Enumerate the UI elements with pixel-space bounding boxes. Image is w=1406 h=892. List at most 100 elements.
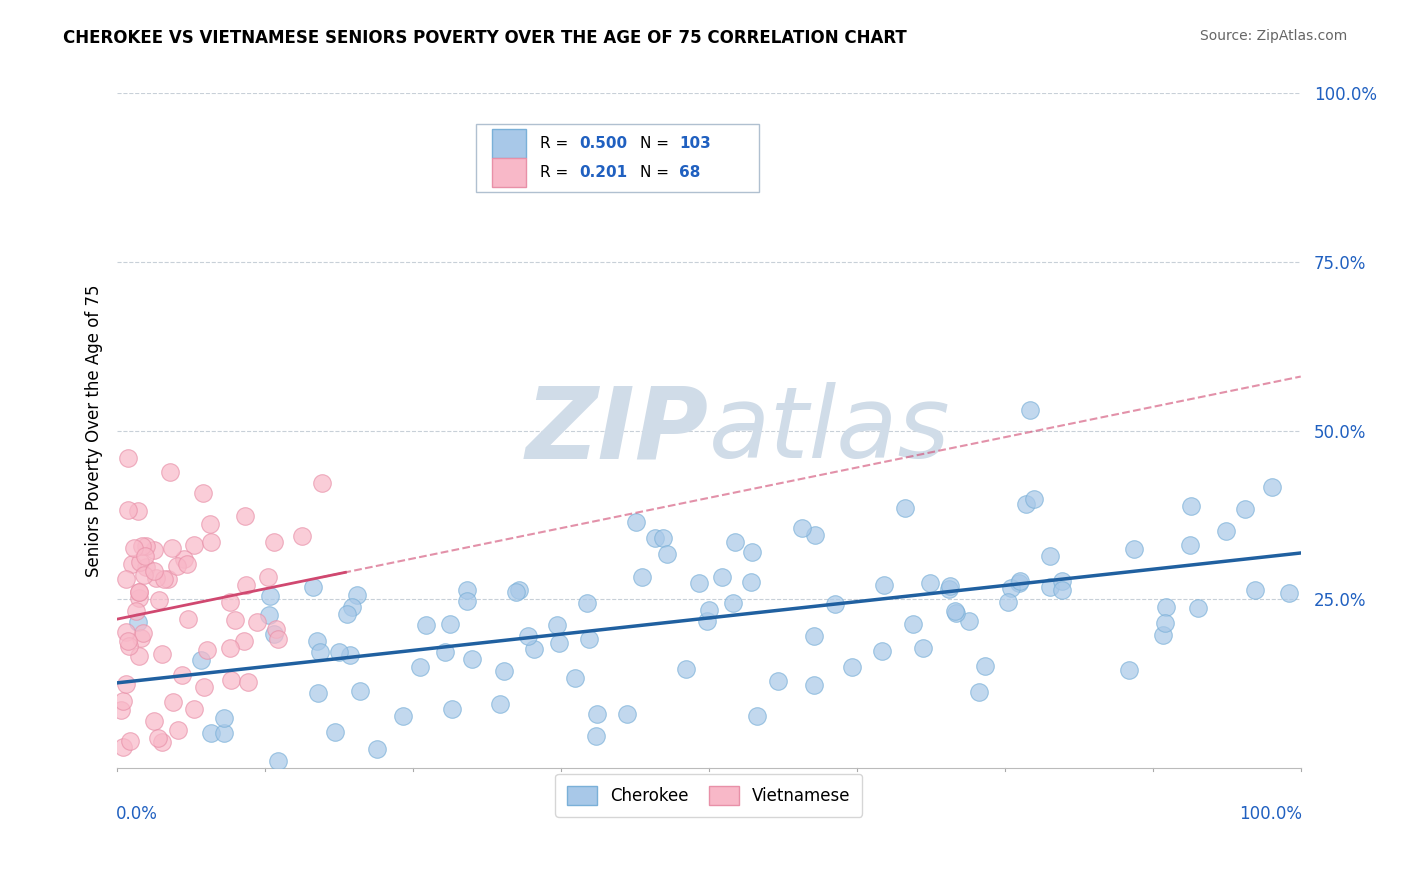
Point	[328, 645, 350, 659]
Point	[193, 680, 215, 694]
Point	[346, 588, 368, 602]
Point	[128, 556, 150, 570]
Point	[131, 539, 153, 553]
Point	[870, 644, 893, 658]
Point	[148, 593, 170, 607]
Point	[224, 613, 246, 627]
Text: N =: N =	[640, 136, 675, 151]
Point	[1050, 574, 1073, 588]
Text: R =: R =	[540, 165, 572, 180]
Point	[1278, 586, 1301, 600]
Point	[132, 568, 155, 582]
Point	[841, 660, 863, 674]
Point	[696, 614, 718, 628]
Legend: Cherokee, Vietnamese: Cherokee, Vietnamese	[555, 774, 862, 817]
Point	[724, 535, 747, 549]
Point	[1008, 574, 1031, 588]
Point	[494, 665, 516, 679]
Point	[134, 549, 156, 563]
Point	[307, 686, 329, 700]
Point	[121, 558, 143, 572]
Point	[212, 726, 235, 740]
Point	[221, 673, 243, 687]
Point	[264, 622, 287, 636]
Point	[115, 572, 138, 586]
Point	[311, 476, 333, 491]
Point	[127, 615, 149, 629]
Text: atlas: atlas	[709, 382, 950, 479]
Point	[1152, 627, 1174, 641]
Point	[894, 501, 917, 516]
Point	[873, 577, 896, 591]
Point	[117, 450, 139, 465]
Point	[132, 626, 155, 640]
Point	[766, 673, 789, 688]
Y-axis label: Seniors Poverty Over the Age of 75: Seniors Poverty Over the Age of 75	[86, 285, 103, 577]
Point	[957, 614, 980, 628]
Point	[127, 504, 149, 518]
Point	[235, 578, 257, 592]
Point	[118, 639, 141, 653]
Point	[198, 516, 221, 531]
Point	[195, 643, 218, 657]
Point	[162, 541, 184, 556]
Point	[1187, 601, 1209, 615]
Point	[585, 706, 607, 721]
Point	[1039, 580, 1062, 594]
Point	[191, 485, 214, 500]
Point	[1156, 599, 1178, 614]
Point	[325, 724, 347, 739]
Point	[115, 677, 138, 691]
Point	[688, 576, 710, 591]
Point	[1234, 501, 1257, 516]
Point	[918, 576, 941, 591]
Point	[166, 559, 188, 574]
Point	[145, 571, 167, 585]
Point	[233, 509, 256, 524]
Point	[675, 662, 697, 676]
Point	[974, 659, 997, 673]
Point	[349, 683, 371, 698]
Text: CHEROKEE VS VIETNAMESE SENIORS POVERTY OVER THE AGE OF 75 CORRELATION CHART: CHEROKEE VS VIETNAMESE SENIORS POVERTY O…	[63, 29, 907, 46]
Point	[142, 542, 165, 557]
Text: ZIP: ZIP	[526, 382, 709, 479]
Point	[967, 685, 990, 699]
Point	[309, 645, 332, 659]
Point	[939, 579, 962, 593]
Text: 0.0%: 0.0%	[117, 805, 157, 822]
Point	[170, 668, 193, 682]
Point	[190, 653, 212, 667]
Point	[1261, 480, 1284, 494]
Point	[741, 544, 763, 558]
Point	[488, 697, 510, 711]
Point	[1118, 663, 1140, 677]
Point	[117, 503, 139, 517]
Point	[1123, 541, 1146, 556]
Point	[1007, 576, 1029, 591]
Point	[456, 594, 478, 608]
Point	[177, 612, 200, 626]
Point	[456, 583, 478, 598]
Point	[1015, 497, 1038, 511]
Point	[200, 725, 222, 739]
Point	[142, 714, 165, 728]
Point	[112, 740, 135, 755]
Point	[523, 641, 546, 656]
Point	[903, 617, 925, 632]
Point	[150, 735, 173, 749]
FancyBboxPatch shape	[492, 159, 526, 186]
Point	[150, 647, 173, 661]
Point	[257, 570, 280, 584]
Point	[803, 629, 825, 643]
Point	[110, 702, 132, 716]
Point	[505, 584, 527, 599]
FancyBboxPatch shape	[492, 129, 526, 158]
Point	[1050, 583, 1073, 598]
Point	[122, 541, 145, 555]
Point	[340, 599, 363, 614]
FancyBboxPatch shape	[475, 124, 759, 193]
Point	[721, 596, 744, 610]
Point	[1180, 500, 1202, 514]
Point	[631, 570, 654, 584]
Point	[259, 589, 281, 603]
